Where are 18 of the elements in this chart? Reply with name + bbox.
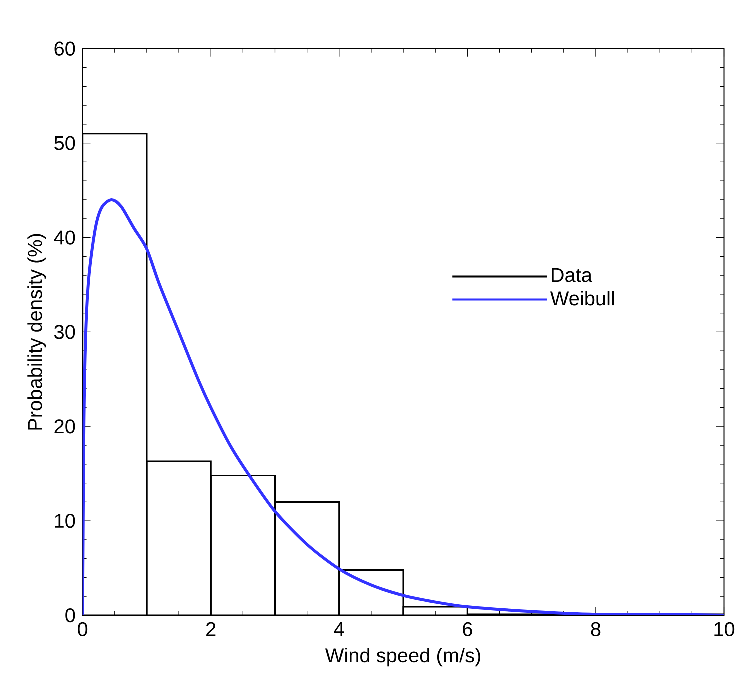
legend-label: Data — [552, 268, 593, 282]
x-tick-label: 10 — [714, 622, 735, 636]
y-tick-label: 50 — [54, 136, 76, 150]
y-tick-label: 10 — [55, 514, 76, 528]
x-tick-label: 6 — [463, 622, 472, 636]
x-tick-label: 2 — [206, 622, 216, 636]
x-axis-title: Wind speed (m/s) — [325, 648, 480, 666]
line-series — [82, 198, 724, 616]
y-tick-label: 40 — [54, 230, 76, 245]
y-tick-label: 20 — [54, 419, 76, 434]
y-tick-label: 60 — [54, 42, 76, 56]
y-tick-label: 30 — [54, 324, 76, 340]
x-tick-label: 0 — [78, 622, 88, 636]
y-tick-label: 0 — [66, 608, 76, 622]
legend-label: Weibull — [550, 290, 614, 306]
y-axis-title: Probability density (%) — [28, 234, 46, 430]
x-tick-label: 4 — [334, 622, 344, 636]
x-tick-label: 8 — [591, 622, 601, 636]
